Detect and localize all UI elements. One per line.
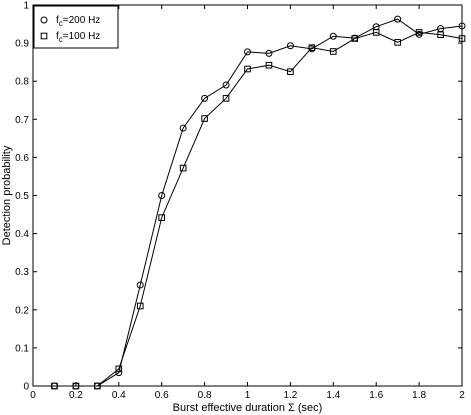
series-square (51, 29, 466, 390)
data-point (372, 29, 380, 36)
data-point (179, 124, 187, 132)
data-point (136, 281, 144, 289)
data-point (244, 48, 251, 56)
data-point (330, 48, 337, 55)
data-point (222, 95, 230, 102)
x-tick-label: 1 (245, 390, 251, 401)
data-point (94, 382, 101, 390)
data-point (329, 32, 337, 40)
x-tick-label: 0.2 (69, 390, 83, 401)
legend: fc=200 Hz fc=100 Hz (33, 5, 119, 49)
data-point (201, 94, 209, 102)
x-tick-label: 1.6 (369, 390, 383, 401)
x-tick-label: 1.2 (283, 390, 297, 401)
data-point (136, 302, 144, 310)
data-point (115, 369, 123, 377)
y-tick-label: 0.4 (15, 229, 29, 240)
data-point (394, 39, 401, 46)
y-tick-label: 0.5 (15, 191, 29, 202)
legend-marker-circle (40, 16, 48, 24)
data-point (308, 44, 316, 51)
data-point (158, 192, 166, 199)
data-point (265, 61, 273, 69)
data-point (158, 214, 165, 221)
data-point (287, 68, 294, 75)
x-tick-label: 0 (30, 390, 36, 401)
y-tick-label: 0.9 (15, 39, 29, 50)
data-point (437, 31, 444, 39)
y-tick-label: 0.1 (15, 343, 29, 354)
data-point (394, 15, 402, 23)
x-tick-label: 1.4 (326, 390, 340, 401)
x-tick-label: 2 (459, 390, 465, 401)
data-point (415, 29, 423, 36)
x-tick-label: 1.8 (412, 390, 426, 401)
series-layer (50, 15, 466, 390)
legend-label: fc=100 Hz (56, 31, 100, 44)
data-point (222, 81, 230, 89)
legend-box (33, 5, 119, 49)
y-tick-label: 0.7 (15, 115, 29, 126)
y-tick-label: 0.6 (15, 153, 29, 164)
data-point (351, 35, 359, 42)
x-tick-label: 0.8 (198, 390, 212, 401)
legend-marker-square (40, 32, 48, 40)
y-tick-label: 1 (23, 1, 29, 12)
axis-ticks: 0 0.2 0.4 0.6 0.8 1 1.2 1.4 1.6 1.8 2 0 0.1 0.2 0.3 0.4… (15, 1, 465, 402)
data-point (458, 35, 466, 42)
data-point (286, 42, 294, 50)
y-tick-label: 0.8 (15, 77, 29, 88)
data-point (179, 164, 187, 172)
data-point (201, 115, 208, 122)
y-tick-label: 0 (23, 382, 29, 393)
data-point (244, 65, 251, 73)
x-axis-label: Burst effective duration Σ (sec) (173, 402, 323, 414)
series-line-square (54, 31, 463, 387)
x-tick-label: 0.6 (155, 390, 169, 401)
data-point (72, 382, 80, 390)
y-tick-label: 0.2 (15, 305, 29, 316)
data-point (51, 382, 58, 390)
y-axis-label: Detection probability (1, 145, 13, 245)
legend-label: fc=200 Hz (56, 15, 100, 28)
y-tick-label: 0.3 (15, 267, 29, 278)
plot-area (32, 4, 463, 387)
data-point (458, 22, 466, 30)
data-point (115, 365, 123, 373)
data-point (265, 49, 273, 57)
x-tick-label: 0.4 (112, 390, 126, 401)
